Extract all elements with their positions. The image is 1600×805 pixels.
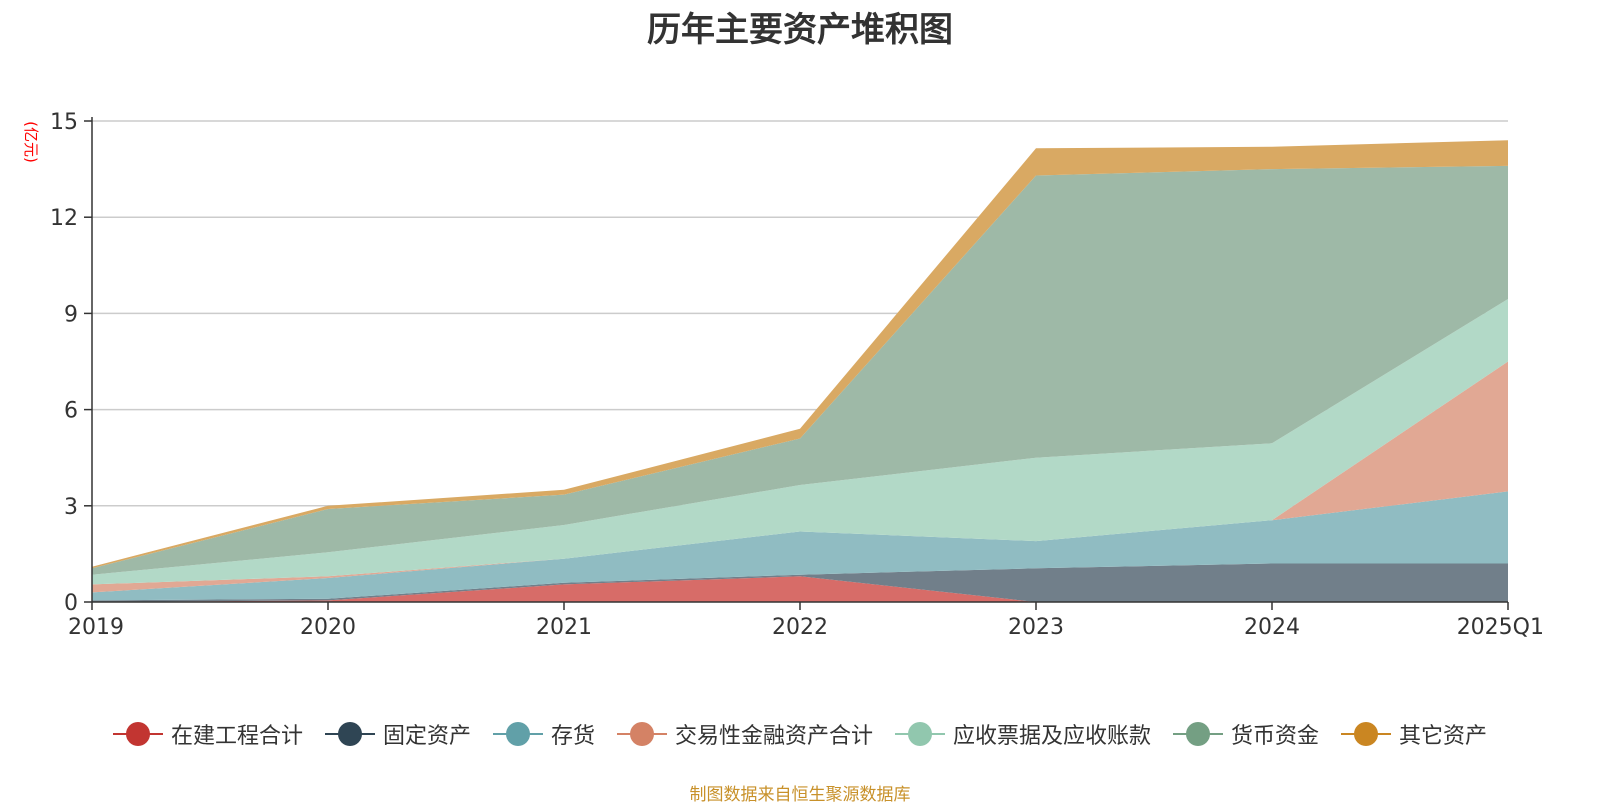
legend-label: 在建工程合计 bbox=[170, 724, 303, 749]
area-在建工程合计 bbox=[92, 576, 1508, 602]
legend-marker-dot bbox=[505, 722, 530, 746]
legend-label: 存货 bbox=[550, 724, 595, 749]
legend-marker-icon bbox=[1173, 722, 1224, 746]
legend-marker-icon bbox=[1341, 722, 1392, 746]
legend-label: 应收票据及应收账款 bbox=[953, 724, 1152, 749]
legend-label: 其它资产 bbox=[1399, 724, 1488, 749]
y-tick-label: 6 bbox=[64, 399, 78, 424]
y-tick-label: 9 bbox=[64, 302, 78, 327]
legend-marker-icon bbox=[895, 722, 945, 746]
legend-marker-dot bbox=[908, 722, 932, 746]
y-tick-label: 12 bbox=[50, 206, 78, 231]
x-tick-label: 2025Q1 bbox=[1457, 615, 1544, 640]
x-tick-label: 2019 bbox=[68, 615, 124, 640]
area-series-group bbox=[92, 140, 1508, 602]
chart-legend: 在建工程合计 固定资产 存货 交易性金融资产合计 应收票据及应收账款 货币资金 其它资产 bbox=[0, 718, 1600, 750]
legend-label: 固定资产 bbox=[382, 724, 471, 749]
x-tick-label: 2023 bbox=[1008, 615, 1064, 640]
legend-label: 货币资金 bbox=[1231, 724, 1320, 749]
legend-marker-icon bbox=[324, 722, 375, 746]
legend-marker-icon bbox=[112, 722, 163, 746]
area-应收票据及应收账款 bbox=[92, 299, 1508, 585]
legend-item[interactable]: 存货 bbox=[492, 718, 595, 750]
legend-marker-dot bbox=[337, 722, 362, 746]
legend-marker-dot bbox=[1354, 722, 1379, 746]
source-note: 制图数据来自恒生聚源数据库 bbox=[689, 785, 911, 805]
legend-marker-dot bbox=[629, 722, 654, 746]
legend-item[interactable]: 固定资产 bbox=[324, 718, 471, 750]
legend-marker-dot bbox=[1186, 722, 1211, 746]
legend-item[interactable]: 应收票据及应收账款 bbox=[895, 718, 1151, 750]
x-tick-label: 2022 bbox=[772, 615, 828, 640]
legend-marker-dot bbox=[125, 722, 150, 746]
legend-label: 交易性金融资产合计 bbox=[674, 724, 873, 749]
legend-item[interactable]: 在建工程合计 bbox=[112, 718, 303, 750]
legend-item[interactable]: 交易性金融资产合计 bbox=[616, 718, 873, 750]
area-固定资产 bbox=[92, 563, 1508, 602]
legend-marker-icon bbox=[492, 722, 543, 746]
y-tick-label: 0 bbox=[64, 591, 78, 616]
axes: 0 3 6 9 12 15 2019 2020 2021 2022 2023 2024 2025Q1 bbox=[50, 110, 1544, 640]
y-tick-label: 15 bbox=[50, 110, 78, 135]
legend-item[interactable]: 其它资产 bbox=[1341, 718, 1487, 750]
y-axis-unit-label: (亿元) bbox=[22, 121, 40, 163]
legend-item[interactable]: 货币资金 bbox=[1173, 718, 1319, 750]
legend-marker-icon bbox=[616, 722, 667, 746]
chart-title: 历年主要资产堆积图 bbox=[647, 10, 953, 50]
area-货币资金 bbox=[92, 165, 1508, 575]
area-存货 bbox=[92, 491, 1508, 601]
x-tick-label: 2020 bbox=[300, 615, 356, 640]
x-tick-label: 2024 bbox=[1244, 615, 1300, 640]
y-tick-label: 3 bbox=[64, 495, 78, 520]
x-tick-label: 2021 bbox=[536, 615, 592, 640]
